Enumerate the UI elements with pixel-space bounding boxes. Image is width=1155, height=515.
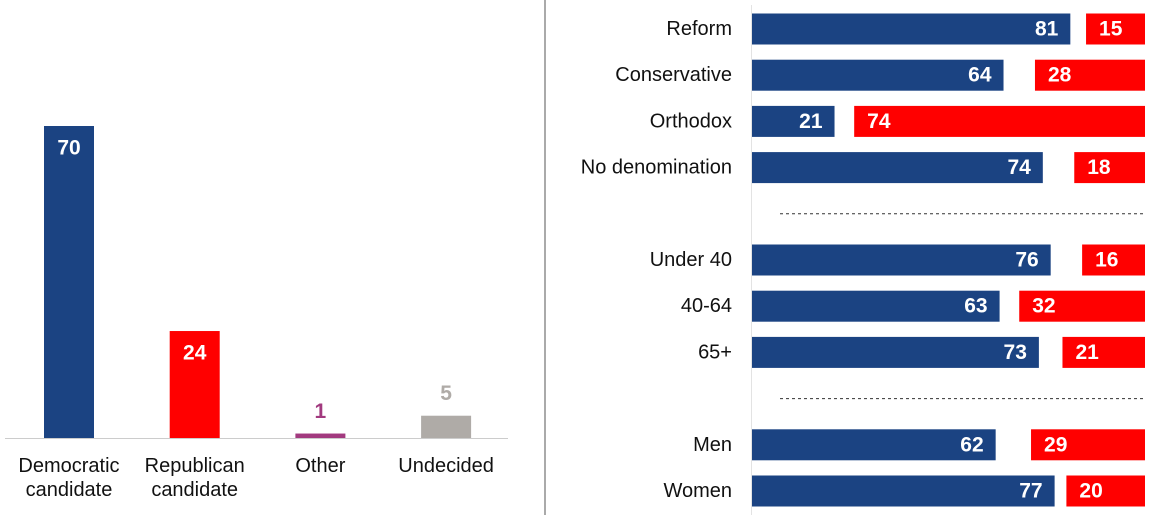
value-label: 73 bbox=[1004, 341, 1027, 364]
x-tick-label: Other bbox=[295, 455, 346, 477]
bar bbox=[1082, 244, 1145, 276]
bar bbox=[752, 290, 1000, 322]
category-label: Under 40 bbox=[650, 249, 732, 271]
bar bbox=[752, 152, 1043, 184]
bar bbox=[169, 331, 220, 438]
bar bbox=[44, 126, 94, 438]
x-tick-label: Undecided bbox=[398, 455, 494, 477]
value-label: 77 bbox=[1019, 480, 1042, 503]
bar bbox=[1066, 475, 1145, 507]
value-label: 1 bbox=[315, 400, 327, 423]
bar bbox=[1031, 429, 1145, 461]
bar bbox=[752, 336, 1039, 368]
value-label: 63 bbox=[964, 295, 987, 318]
bar bbox=[1062, 336, 1145, 368]
value-label: 18 bbox=[1087, 156, 1111, 179]
category-label: 65+ bbox=[698, 341, 732, 363]
bar bbox=[854, 105, 1145, 137]
value-label: 15 bbox=[1099, 18, 1123, 41]
bar bbox=[752, 475, 1055, 507]
value-label: 64 bbox=[968, 64, 992, 87]
value-label: 28 bbox=[1048, 64, 1072, 87]
x-tick-label: Democratic candidate bbox=[18, 455, 120, 501]
bar bbox=[752, 59, 1004, 91]
bar bbox=[1074, 152, 1145, 184]
value-label: 70 bbox=[57, 137, 80, 160]
bar bbox=[421, 415, 472, 438]
value-label: 62 bbox=[960, 433, 983, 456]
bar bbox=[1086, 13, 1145, 45]
category-label: Conservative bbox=[615, 64, 732, 86]
value-label: 5 bbox=[440, 382, 452, 405]
bar bbox=[295, 433, 346, 438]
category-label: Men bbox=[693, 434, 732, 456]
value-label: 21 bbox=[1075, 341, 1099, 364]
bar bbox=[1034, 59, 1145, 91]
value-label: 21 bbox=[799, 110, 823, 133]
value-label: 32 bbox=[1032, 295, 1055, 318]
value-label: 20 bbox=[1079, 480, 1102, 503]
value-label: 24 bbox=[183, 342, 207, 365]
bar bbox=[752, 13, 1071, 45]
category-label: 40-64 bbox=[681, 295, 732, 317]
category-label: No denomination bbox=[581, 157, 732, 179]
bar bbox=[752, 105, 835, 137]
category-label: Women bbox=[663, 480, 732, 502]
value-label: 74 bbox=[1007, 156, 1031, 179]
value-label: 29 bbox=[1044, 433, 1067, 456]
category-label: Reform bbox=[666, 18, 732, 40]
value-label: 16 bbox=[1095, 249, 1118, 272]
value-label: 76 bbox=[1015, 249, 1038, 272]
bar bbox=[752, 244, 1051, 276]
bar bbox=[1019, 290, 1145, 322]
value-label: 81 bbox=[1035, 18, 1059, 41]
bar bbox=[752, 429, 996, 461]
x-tick-label: Republican candidate bbox=[144, 455, 245, 501]
category-label: Orthodox bbox=[650, 110, 732, 132]
value-label: 74 bbox=[867, 110, 891, 133]
